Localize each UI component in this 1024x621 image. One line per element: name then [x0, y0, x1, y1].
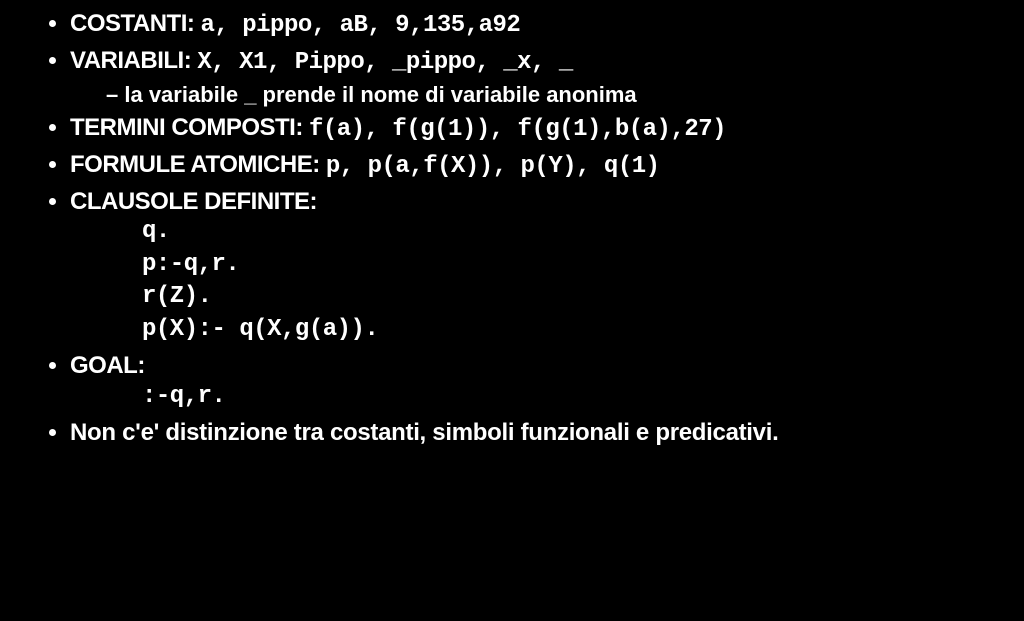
variabili-sublist: la variabile _ prende il nome di variabi… [70, 82, 1004, 108]
clausole-line-2: p:-q,r. [142, 249, 1004, 281]
variabili-label: VARIABILI: [70, 47, 197, 74]
variabili-subitem: la variabile _ prende il nome di variabi… [106, 82, 1004, 108]
item-goal: GOAL: :-q,r. [70, 352, 1004, 413]
item-costanti: COSTANTI: a, pippo, aB, 9,135,a92 [70, 10, 1004, 41]
clausole-line-3: r(Z). [142, 281, 1004, 313]
item-final: Non c'e' distinzione tra costanti, simbo… [70, 419, 1004, 448]
termini-label: TERMINI COMPOSTI: [70, 114, 309, 141]
item-variabili: VARIABILI: X, X1, Pippo, _pippo, _x, _ l… [70, 47, 1004, 108]
goal-label: GOAL: [70, 352, 145, 379]
variabili-code: X, X1, Pippo, _pippo, _x, _ [197, 49, 572, 76]
item-clausole: CLAUSOLE DEFINITE: q. p:-q,r. r(Z). p(X)… [70, 188, 1004, 346]
clausole-line-1: q. [142, 216, 1004, 248]
slide-content: COSTANTI: a, pippo, aB, 9,135,a92 VARIAB… [0, 0, 1024, 464]
costanti-label: COSTANTI: [70, 10, 201, 37]
goal-block: :-q,r. [70, 381, 1004, 413]
clausole-label: CLAUSOLE DEFINITE: [70, 188, 317, 215]
item-termini: TERMINI COMPOSTI: f(a), f(g(1)), f(g(1),… [70, 114, 1004, 145]
final-text: Non c'e' distinzione tra costanti, simbo… [70, 419, 778, 446]
item-formule: FORMULE ATOMICHE: p, p(a,f(X)), p(Y), q(… [70, 151, 1004, 182]
goal-line-1: :-q,r. [142, 381, 1004, 413]
termini-code: f(a), f(g(1)), f(g(1),b(a),27) [309, 116, 726, 143]
formule-label: FORMULE ATOMICHE: [70, 151, 326, 178]
clausole-block: q. p:-q,r. r(Z). p(X):- q(X,g(a)). [70, 216, 1004, 346]
bullet-list: COSTANTI: a, pippo, aB, 9,135,a92 VARIAB… [40, 10, 1004, 448]
costanti-code: a, pippo, aB, 9,135,a92 [201, 12, 521, 39]
clausole-line-4: p(X):- q(X,g(a)). [142, 314, 1004, 346]
formule-code: p, p(a,f(X)), p(Y), q(1) [326, 153, 660, 180]
